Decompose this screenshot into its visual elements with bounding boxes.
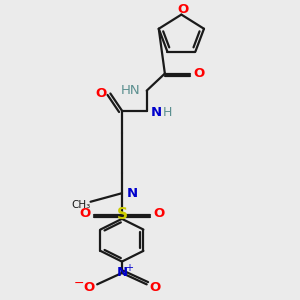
Text: N: N [150, 106, 161, 118]
Text: O: O [177, 3, 189, 16]
Text: N: N [116, 266, 128, 280]
Text: S: S [116, 207, 128, 222]
Text: +: + [125, 263, 133, 273]
Text: HN: HN [121, 84, 141, 97]
Text: O: O [149, 281, 161, 294]
Text: O: O [193, 67, 205, 80]
Text: N: N [126, 187, 137, 200]
Text: −: − [74, 276, 84, 290]
Text: CH₃: CH₃ [71, 200, 90, 210]
Text: H: H [163, 106, 172, 118]
Text: O: O [83, 281, 94, 294]
Text: O: O [154, 207, 165, 220]
Text: O: O [79, 207, 90, 220]
Text: O: O [95, 87, 107, 100]
